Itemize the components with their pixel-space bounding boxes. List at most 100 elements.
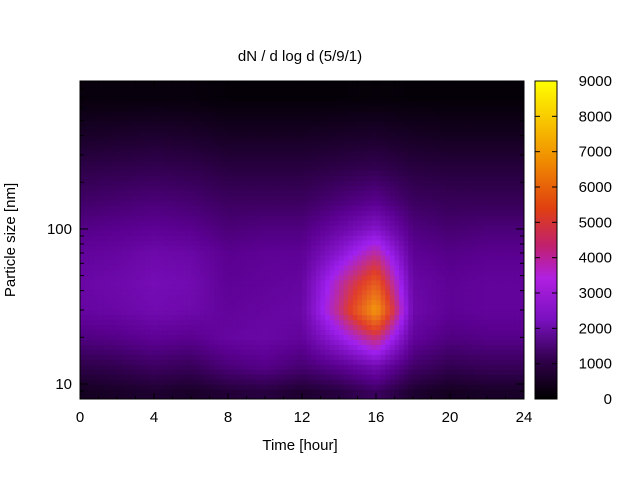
heatmap-cell [426, 155, 433, 162]
heatmap-cell [413, 85, 419, 92]
heatmap-cell [265, 100, 271, 107]
heatmap-cell [218, 264, 224, 271]
heatmap-cell [380, 155, 386, 162]
heatmap-cell [422, 200, 428, 206]
heatmap-cell [408, 279, 414, 286]
heatmap-cell [302, 314, 308, 321]
heatmap-cell [140, 85, 146, 92]
heatmap-cell [112, 140, 118, 147]
heatmap-cell [223, 200, 229, 206]
heatmap-cell [158, 90, 164, 97]
heatmap-cell [339, 249, 345, 256]
heatmap-cell [292, 299, 298, 306]
heatmap-cell [246, 309, 252, 316]
heatmap-cell [186, 235, 192, 241]
heatmap-cell [394, 324, 400, 331]
heatmap-cell [158, 115, 164, 122]
heatmap-cell [209, 354, 215, 360]
heatmap-cell [98, 240, 104, 246]
heatmap-cell [302, 235, 308, 241]
heatmap-cell [232, 210, 238, 216]
heatmap-cell [399, 155, 405, 162]
heatmap-cell [283, 369, 289, 375]
heatmap-cell [117, 155, 123, 162]
heatmap-cell [163, 115, 169, 122]
heatmap-cell [283, 165, 289, 172]
heatmap-cell [265, 279, 271, 286]
heatmap-cell [163, 85, 169, 92]
heatmap-cell [89, 210, 95, 216]
heatmap-cell [186, 81, 192, 87]
heatmap-cell [371, 329, 377, 336]
heatmap-cell [352, 105, 359, 112]
heatmap-cell [126, 354, 132, 360]
heatmap-cell [297, 344, 303, 350]
heatmap-cell [315, 359, 322, 365]
heatmap-cell [417, 329, 423, 336]
heatmap-cell [380, 364, 386, 370]
heatmap-cell [140, 125, 146, 132]
heatmap-cell [389, 235, 396, 241]
heatmap-cell [422, 120, 428, 127]
heatmap-cell [93, 259, 100, 266]
heatmap-cell [191, 170, 197, 177]
heatmap-cell [84, 249, 90, 256]
heatmap-cell [376, 215, 382, 221]
heatmap-cell [214, 120, 220, 127]
heatmap-cell [89, 225, 95, 231]
heatmap-cell [440, 394, 446, 399]
heatmap-cell [251, 230, 257, 236]
heatmap-cell [426, 230, 433, 236]
heatmap-cell [366, 254, 372, 261]
heatmap-cell [204, 90, 211, 97]
heatmap-cell [181, 90, 187, 97]
heatmap-cell [297, 175, 303, 181]
heatmap-cell [297, 170, 303, 177]
heatmap-cell [214, 210, 220, 216]
heatmap-cell [84, 324, 90, 331]
heatmap-cell [385, 175, 391, 181]
heatmap-cell [306, 105, 312, 112]
heatmap-cell [311, 150, 317, 157]
heatmap-cell [288, 125, 294, 132]
heatmap-cell [200, 264, 206, 271]
heatmap-cell [204, 359, 211, 365]
heatmap-cell [288, 185, 294, 191]
heatmap-cell [385, 230, 391, 236]
heatmap-cell [274, 185, 280, 191]
heatmap-cell [278, 200, 285, 206]
heatmap-cell [269, 230, 275, 236]
heatmap-cell [362, 324, 368, 331]
heatmap-cell [107, 115, 113, 122]
heatmap-cell [107, 240, 113, 246]
heatmap-cell [232, 105, 238, 112]
heatmap-cell [214, 135, 220, 142]
heatmap-cell [436, 155, 442, 162]
heatmap-cell [408, 334, 414, 340]
heatmap-cell [311, 389, 317, 395]
heatmap-cell [126, 289, 132, 296]
heatmap-cell [339, 135, 345, 142]
heatmap-cell [107, 279, 113, 286]
heatmap-cell [343, 105, 349, 112]
heatmap-cell [214, 160, 220, 167]
heatmap-cell [204, 379, 211, 385]
heatmap-cell [385, 294, 391, 301]
heatmap-cell [255, 240, 261, 246]
heatmap-cell [255, 254, 261, 261]
heatmap-cell [436, 369, 442, 375]
heatmap-cell [366, 329, 372, 336]
heatmap-cell [177, 160, 183, 167]
heatmap-cell [186, 264, 192, 271]
heatmap-cell [117, 249, 123, 256]
heatmap-cell [380, 359, 386, 365]
heatmap-cell [228, 135, 234, 142]
heatmap-cell [329, 299, 335, 306]
heatmap-cell [376, 130, 382, 137]
heatmap-cell [93, 135, 100, 142]
heatmap-cell [339, 374, 345, 380]
heatmap-cell [158, 334, 164, 340]
heatmap-cell [389, 274, 396, 281]
heatmap-cell [204, 299, 211, 306]
heatmap-cell [80, 364, 86, 370]
